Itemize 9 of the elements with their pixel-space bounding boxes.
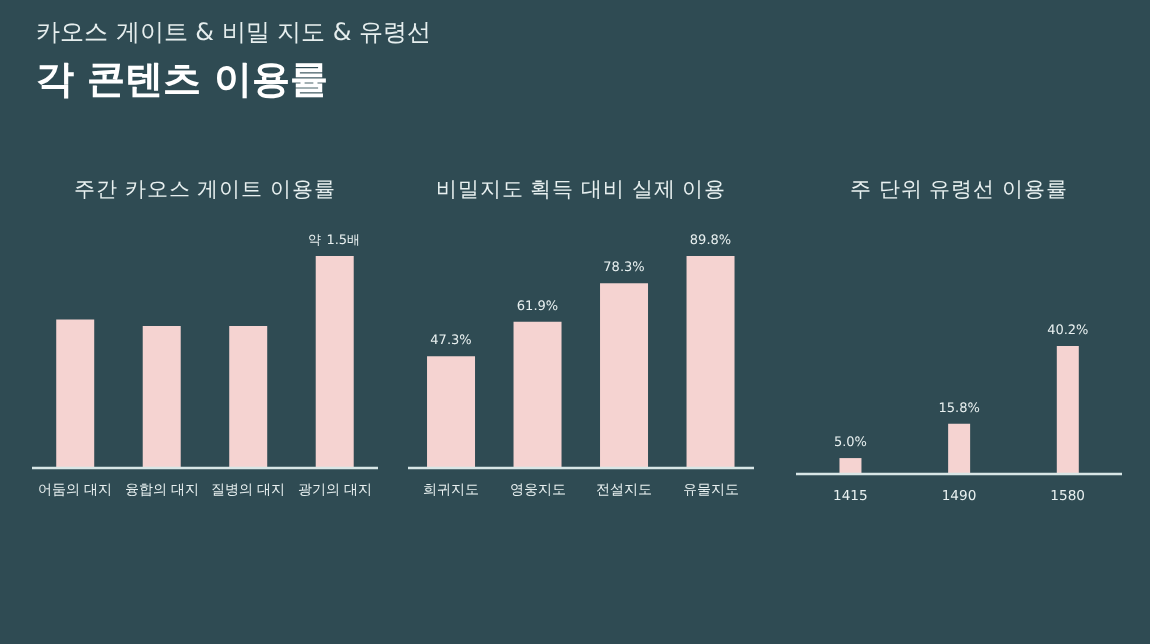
text: 카오스 게이트 & 비밀 지도 & 유령선 <box>36 16 432 50</box>
chart-title: 주 단위 유령선 이용률 <box>847 176 1070 206</box>
bar <box>600 283 649 468</box>
bar <box>686 256 735 468</box>
bar <box>427 356 476 468</box>
text: 각 콘텐츠 이용률 <box>36 56 331 106</box>
chart-title: 비밀지도 획득 대비 실제 이용 <box>433 176 729 206</box>
chart-title: 주간 카오스 게이트 이용률 <box>71 176 338 206</box>
bar <box>513 321 562 468</box>
